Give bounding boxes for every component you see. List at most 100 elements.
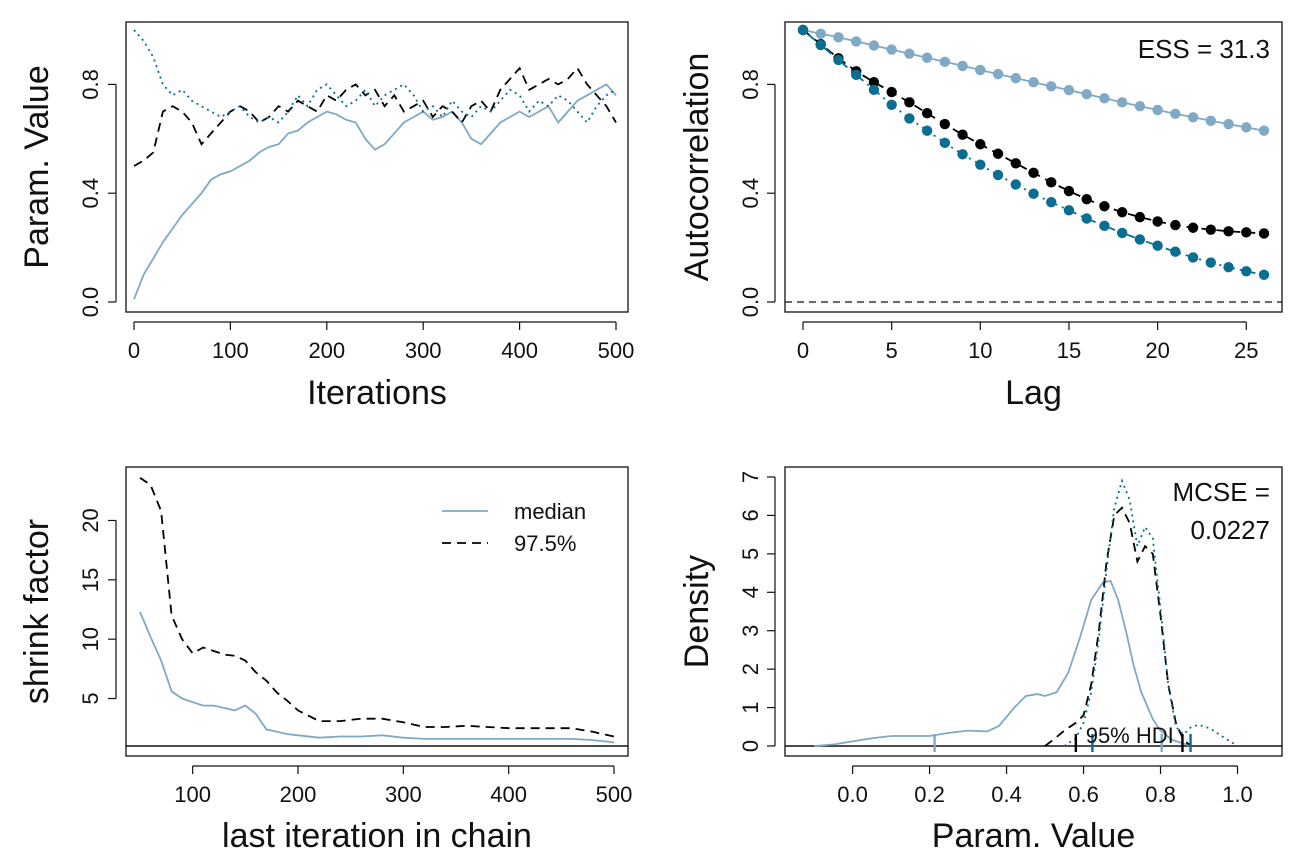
data-point — [1258, 228, 1270, 239]
data-point — [1116, 97, 1128, 108]
y-tick-label: 5 — [78, 692, 103, 704]
data-point — [868, 77, 880, 88]
series-0 — [133, 83, 617, 300]
data-point — [1134, 100, 1146, 112]
plot-frame — [125, 21, 629, 313]
x-axis-title: Lag — [1005, 374, 1062, 412]
y-tick-label: 0.8 — [78, 69, 103, 100]
series-line — [139, 611, 615, 744]
data-point — [957, 60, 968, 72]
data-point — [886, 99, 897, 111]
data-point — [1116, 207, 1128, 218]
data-point — [1170, 246, 1181, 257]
data-point — [975, 64, 986, 76]
data-point — [1241, 266, 1252, 277]
data-point — [1081, 193, 1092, 205]
data-point — [1099, 93, 1110, 104]
density-plot-panel: 0.0 0.2 0.4 0.6 0.8 1.0 0 1 2 3 4 5 6 7 Param. Value De… — [678, 466, 1283, 855]
x-tick-label: 0.6 — [1068, 782, 1099, 807]
x-axis: 0.0 0.2 0.4 0.6 0.8 1.0 — [837, 765, 1253, 807]
x-tick-label: 1.0 — [1222, 782, 1253, 807]
y-tick-label: 3 — [738, 625, 763, 637]
x-tick-label: 25 — [1234, 338, 1258, 363]
data-point — [1099, 220, 1110, 232]
data-point — [1028, 188, 1039, 199]
plot-frame — [125, 466, 629, 757]
series-line — [139, 476, 615, 738]
data-point — [1170, 108, 1181, 119]
x-tick-label: 100 — [174, 782, 211, 807]
plot-frame — [784, 466, 1283, 757]
y-tick-label: 6 — [738, 509, 763, 521]
x-tick-label: 0.0 — [837, 782, 868, 807]
data-point — [1258, 269, 1270, 280]
data-point — [1223, 226, 1234, 237]
x-tick-label: 5 — [886, 338, 898, 363]
hdi-label: 95% HDI — [1086, 723, 1174, 748]
data-point — [975, 139, 986, 150]
y-tick-label: 5 — [738, 548, 763, 560]
y-axis: 5 10 15 20 — [78, 508, 117, 705]
y-axis: 0.0 0.4 0.8 — [78, 69, 117, 318]
data-point — [1152, 240, 1163, 251]
x-tick-label: 300 — [385, 782, 422, 807]
data-point — [1010, 72, 1021, 84]
data-point — [904, 97, 915, 108]
data-point — [1063, 205, 1075, 216]
data-point — [1152, 216, 1163, 227]
y-tick-label: 0.0 — [78, 287, 103, 318]
trace-plot-panel: 0 100 200 300 400 500 0.0 0.4 0.8 Iterations Param… — [18, 21, 635, 412]
autocorrelation-plot-panel: 0 5 10 15 20 25 0.0 0.4 0.8 Lag Autocorrelation ESS… — [678, 21, 1283, 412]
data-point — [1081, 213, 1092, 224]
data-point — [797, 24, 809, 36]
x-tick-label: 200 — [308, 338, 345, 363]
shrink-factor-plot-panel: 100 200 300 400 500 5 10 15 20 last iteration in … — [18, 466, 632, 855]
data-point — [1028, 77, 1039, 88]
y-tick-label: 0.4 — [78, 178, 103, 209]
x-axis: 100 200 300 400 500 — [174, 765, 632, 807]
data-point — [833, 54, 844, 66]
data-point — [886, 44, 897, 55]
series-1 — [139, 476, 615, 738]
x-tick-label: 0 — [797, 338, 809, 363]
data-point — [1187, 112, 1199, 123]
data-point — [957, 129, 968, 140]
data-point — [1170, 219, 1181, 231]
y-tick-label: 20 — [78, 508, 103, 532]
y-tick-label: 2 — [738, 663, 763, 675]
plot-frame — [784, 21, 1283, 313]
y-tick-label: 7 — [738, 471, 763, 483]
data-point — [868, 40, 880, 51]
data-point — [975, 159, 986, 170]
data-point — [1205, 257, 1217, 268]
y-axis: 0 1 2 3 4 5 6 7 — [738, 471, 776, 752]
data-point — [1010, 158, 1021, 169]
x-tick-label: 20 — [1145, 338, 1169, 363]
data-point — [992, 169, 1004, 181]
x-tick-label: 500 — [598, 338, 635, 363]
data-point — [1205, 115, 1217, 127]
data-point — [833, 32, 844, 43]
y-axis: 0.0 0.4 0.8 — [738, 69, 776, 317]
x-axis-title: Iterations — [307, 374, 447, 412]
legend-label: median — [514, 499, 586, 524]
series-0 — [814, 579, 1192, 747]
y-tick-label: 0.4 — [738, 178, 763, 209]
data-point — [815, 39, 826, 51]
x-axis-title: Param. Value — [932, 817, 1135, 855]
legend-label: 97.5% — [514, 531, 576, 556]
x-tick-label: 200 — [280, 782, 317, 807]
data-point — [1099, 201, 1110, 212]
data-point — [992, 148, 1004, 159]
series-1 — [133, 66, 617, 167]
series-line — [1063, 478, 1238, 747]
y-tick-label: 0 — [738, 740, 763, 752]
data-point — [1134, 234, 1146, 245]
data-point — [1205, 224, 1217, 235]
x-tick-label: 0.4 — [991, 782, 1022, 807]
x-tick-label: 0 — [128, 338, 140, 363]
data-point — [1046, 196, 1057, 208]
data-point — [886, 86, 897, 98]
series-2 — [797, 24, 1270, 280]
data-point — [921, 125, 933, 136]
